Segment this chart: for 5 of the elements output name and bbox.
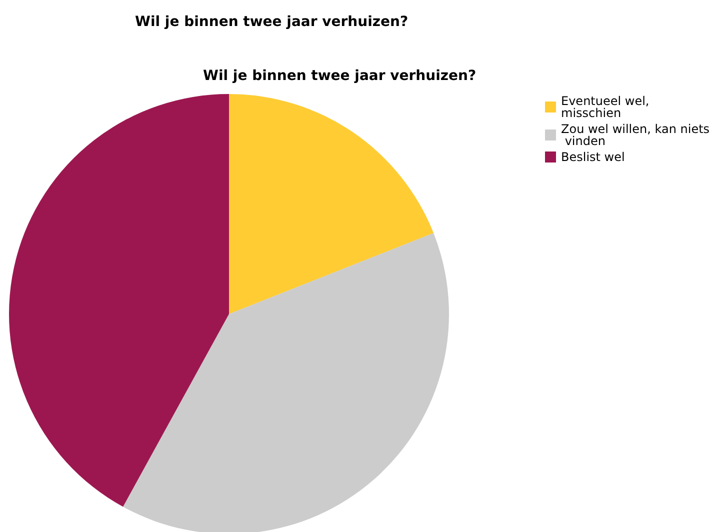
legend-label: Zou wel willen, kan niets vinden	[561, 122, 710, 148]
chart-title: Wil je binnen twee jaar verhuizen?	[203, 68, 476, 84]
chart-subtitle: Wil je binnen twee jaar verhuizen?	[135, 14, 408, 30]
legend-label: Beslist wel	[561, 150, 625, 164]
legend-label: Eventueel wel, misschien	[561, 94, 654, 120]
